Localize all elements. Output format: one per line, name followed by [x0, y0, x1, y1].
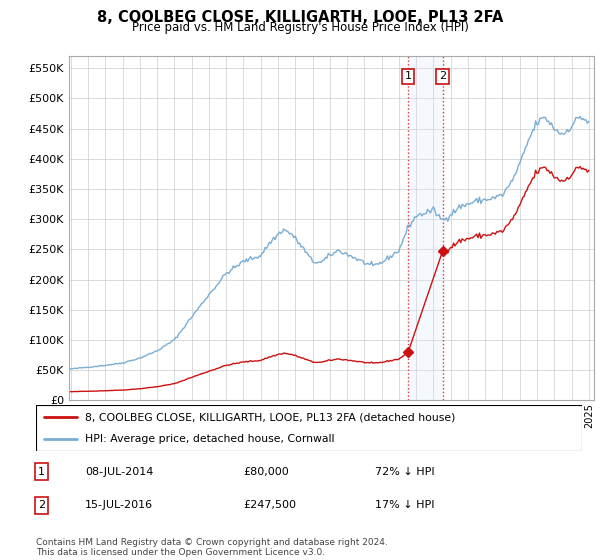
Text: 8, COOLBEG CLOSE, KILLIGARTH, LOOE, PL13 2FA: 8, COOLBEG CLOSE, KILLIGARTH, LOOE, PL13…	[97, 10, 503, 25]
Text: 2: 2	[439, 72, 446, 82]
Bar	[408, 56, 443, 400]
Text: £247,500: £247,500	[244, 501, 296, 510]
Text: HPI: Average price, detached house, Cornwall: HPI: Average price, detached house, Corn…	[85, 435, 335, 444]
Text: 1: 1	[38, 467, 45, 477]
Text: 15-JUL-2016: 15-JUL-2016	[85, 501, 153, 510]
Text: 17% ↓ HPI: 17% ↓ HPI	[374, 501, 434, 510]
Text: 72% ↓ HPI: 72% ↓ HPI	[374, 467, 434, 477]
Text: Contains HM Land Registry data © Crown copyright and database right 2024.
This d: Contains HM Land Registry data © Crown c…	[36, 538, 388, 557]
Text: 2: 2	[38, 501, 45, 510]
Text: 1: 1	[404, 72, 412, 82]
Text: 8, COOLBEG CLOSE, KILLIGARTH, LOOE, PL13 2FA (detached house): 8, COOLBEG CLOSE, KILLIGARTH, LOOE, PL13…	[85, 412, 455, 422]
Text: £80,000: £80,000	[244, 467, 289, 477]
Text: Price paid vs. HM Land Registry's House Price Index (HPI): Price paid vs. HM Land Registry's House …	[131, 21, 469, 34]
Text: 08-JUL-2014: 08-JUL-2014	[85, 467, 154, 477]
